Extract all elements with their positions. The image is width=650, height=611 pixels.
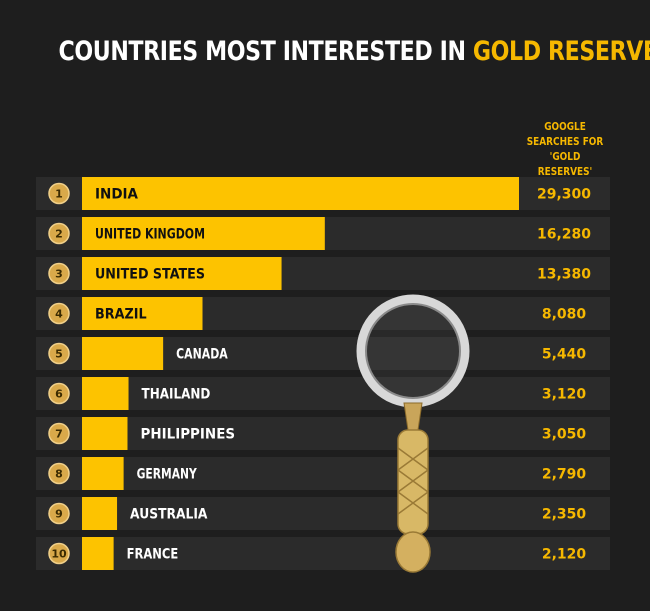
rank-label: 5 — [55, 348, 63, 361]
value-label: 5,440 — [542, 347, 587, 363]
bar — [82, 297, 203, 330]
value-label: 3,050 — [542, 427, 587, 443]
rank-label: 3 — [55, 268, 63, 281]
handle-knot — [395, 531, 431, 573]
value-label: 13,380 — [537, 267, 591, 283]
bar — [82, 417, 128, 450]
bar — [82, 377, 129, 410]
value-label: 8,080 — [542, 307, 587, 323]
rank-label: 9 — [55, 508, 63, 521]
category-label: FRANCE — [127, 547, 179, 563]
value-label: 3,120 — [542, 387, 587, 403]
category-label: THAILAND — [142, 387, 211, 403]
handle-pattern — [397, 447, 429, 515]
bar — [82, 537, 114, 570]
rank-badge — [48, 542, 70, 565]
rank-badge — [48, 462, 70, 485]
rank-label: 4 — [55, 308, 63, 321]
rank-badge — [48, 502, 70, 525]
row-background — [36, 377, 610, 410]
category-label: CANADA — [176, 347, 228, 363]
bar — [82, 497, 118, 530]
category-label: AUSTRALIA — [130, 507, 208, 523]
category-label: BRAZIL — [95, 307, 147, 323]
bar — [82, 257, 282, 290]
value-label: 16,280 — [537, 227, 591, 243]
category-label: INDIA — [95, 187, 138, 203]
bar — [82, 457, 124, 490]
header-line-2: SEARCHES FOR — [526, 136, 604, 148]
magnifying-glass-icon — [356, 294, 470, 573]
category-label: GERMANY — [137, 467, 198, 483]
value-label: 2,790 — [542, 467, 587, 483]
category-label: PHILIPPINES — [140, 427, 235, 443]
rank-label: 1 — [55, 188, 63, 201]
header-line-3: 'GOLD RESERVES' — [537, 151, 593, 178]
rank-label: 10 — [51, 548, 67, 561]
rank-badge — [48, 342, 70, 365]
header-line-1: GOOGLE — [544, 121, 586, 133]
rank-badge — [48, 262, 70, 285]
bar — [82, 217, 325, 250]
rank-label: 8 — [55, 468, 63, 481]
lens-inner-edge — [365, 303, 461, 399]
rank-label: 2 — [55, 228, 63, 241]
value-label: 2,350 — [542, 507, 587, 523]
rank-badge — [48, 422, 70, 445]
rank-label: 6 — [55, 388, 63, 401]
lens-ring — [356, 294, 470, 408]
rank-badge — [48, 302, 70, 325]
row-background — [36, 417, 610, 450]
value-column-header: GOOGLE SEARCHES FOR 'GOLD RESERVES' — [523, 120, 608, 180]
rank-badge — [48, 222, 70, 245]
row-background — [36, 457, 610, 490]
rank-label: 7 — [55, 428, 63, 441]
category-label: UNITED STATES — [95, 267, 205, 283]
row-background — [36, 537, 610, 570]
handle — [397, 429, 429, 535]
value-label: 29,300 — [537, 187, 591, 203]
value-label: 2,120 — [542, 547, 587, 563]
chart-title: COUNTRIES MOST INTERESTED IN GOLD RESERV… — [58, 36, 650, 67]
category-label: UNITED KINGDOM — [95, 227, 205, 243]
rank-badge — [48, 182, 70, 205]
bar — [82, 337, 164, 370]
rank-badge — [48, 382, 70, 405]
bar — [82, 177, 519, 210]
title-part-gold: GOLD RESERVES — [472, 36, 650, 67]
title-part-white: COUNTRIES MOST INTERESTED IN — [58, 36, 466, 67]
row-background — [36, 497, 610, 530]
